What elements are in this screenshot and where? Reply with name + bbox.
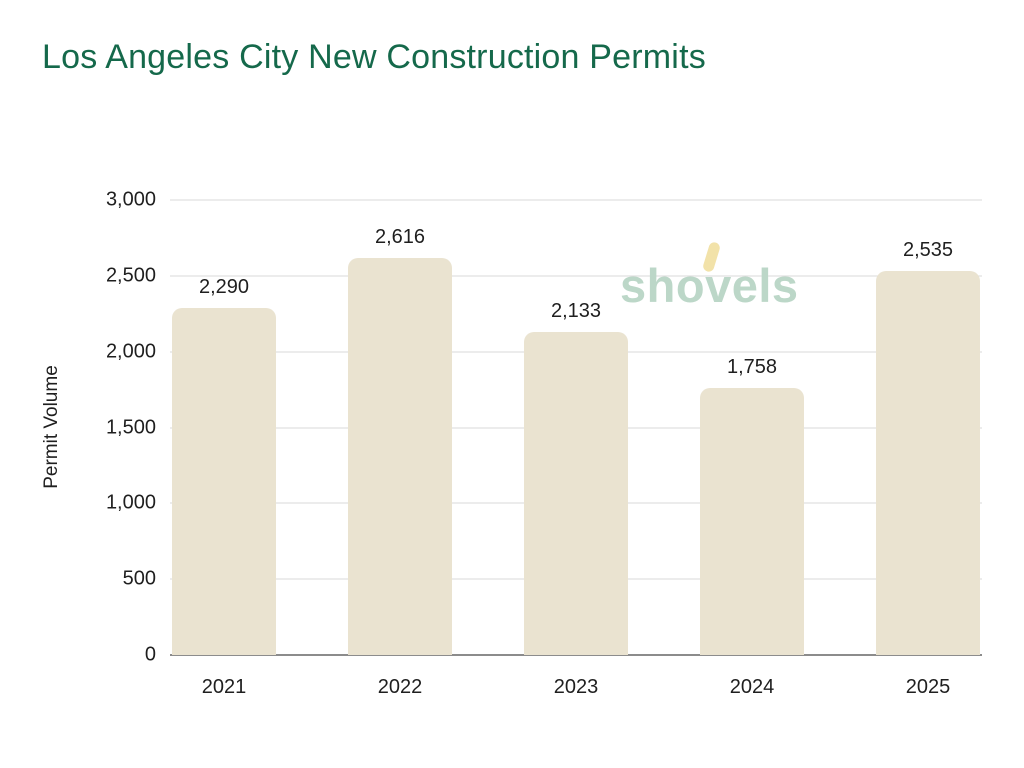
x-tick-label-2024: 2024 [729,676,775,698]
bar-slot-2023: 2,133 2023 [488,200,664,698]
y-tick-label-2000: 2,000 [105,340,156,363]
x-tick-label-2022: 2022 [377,676,423,698]
gridline-2500 [170,275,982,277]
bar-slot-2025: 2,535 2025 [840,200,1016,698]
y-tick-label-1000: 1,000 [105,491,156,514]
bar-slot-2022: 2,616 2022 [312,200,488,698]
chart-title: Los Angeles City New Construction Permit… [42,38,706,76]
watermark-shovel-v: v [701,241,732,313]
y-axis-ticks: 0 500 1,000 1,500 2,000 2,500 3,000 [0,189,156,666]
x-tick-label-2023: 2023 [553,676,599,698]
y-tick-label-3000: 3,000 [105,188,156,211]
bar-value-label-2022: 2,616 [374,226,426,249]
x-axis-line [170,654,982,656]
bar-2023 [524,331,628,655]
watermark-text-sho: sho [620,259,706,312]
watermark-text-els: els [731,259,799,312]
x-tick-label-2025: 2025 [905,676,951,698]
gridline-3000 [170,199,982,201]
y-tick-label-2500: 2,500 [105,264,156,287]
y-tick-label-500: 500 [122,567,156,590]
y-tick-label-1500: 1,500 [105,416,156,438]
bar-value-label-2023: 2,133 [550,299,602,322]
bar-value-label-2025: 2,535 [902,238,954,261]
bar-2022 [348,258,452,655]
bar-slot-2024: 1,758 2024 [664,200,840,698]
y-tick-label-0: 0 [144,643,156,666]
bar-2025 [876,270,980,655]
bar-slot-2021: 2,290 2021 [136,200,312,698]
bar-value-label-2021: 2,290 [198,275,250,298]
shovels-watermark: sho vels [620,241,799,313]
bar-value-label-2024: 1,758 [726,356,778,379]
bar-2024 [700,388,804,655]
bar-2021 [172,307,276,655]
plot-area: 2,290 2021 2,616 2022 2,133 2023 1,758 2024 2,53… [170,199,982,698]
x-tick-label-2021: 2021 [201,676,247,698]
